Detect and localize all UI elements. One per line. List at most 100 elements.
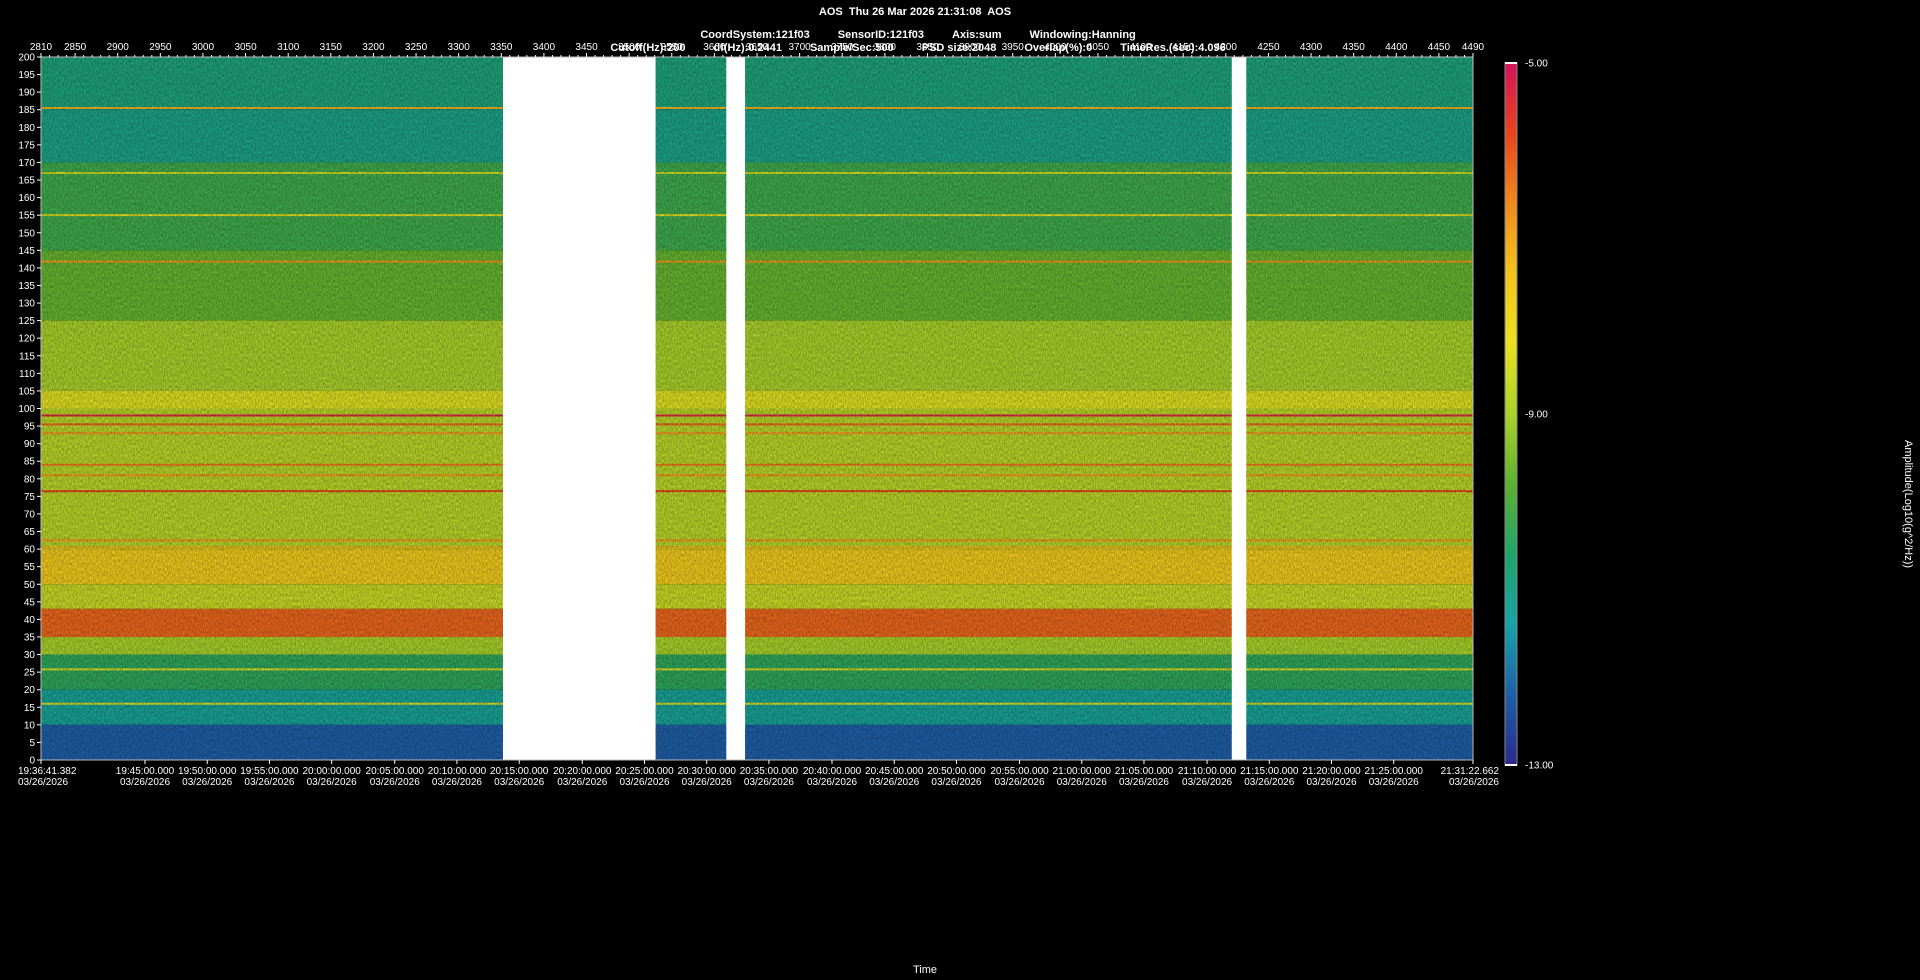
top-tick-label: 3450 <box>575 42 598 53</box>
bottom-tick-date: 03/26/2026 <box>18 777 68 788</box>
bottom-tick-time: 20:35:00.000 <box>740 766 799 777</box>
bottom-tick-time: 21:00:00.000 <box>1053 766 1112 777</box>
y-tick-label: 70 <box>24 509 36 520</box>
bottom-tick-time: 21:31:22.662 <box>1441 766 1500 777</box>
top-tick-label: 3950 <box>1002 42 1025 53</box>
top-tick-label: 3150 <box>320 42 343 53</box>
y-tick-label: 35 <box>24 632 36 643</box>
top-tick-label: 4050 <box>1087 42 1110 53</box>
y-tick-label: 190 <box>18 88 35 99</box>
y-tick-label: 105 <box>18 386 35 397</box>
sample-rate-label: Sample/Sec:500 <box>809 42 894 54</box>
y-tick-label: 200 <box>18 53 35 64</box>
top-tick-label: 3600 <box>703 42 726 53</box>
bottom-tick-time: 19:36:41.382 <box>18 766 77 777</box>
bottom-tick-time: 21:25:00.000 <box>1365 766 1424 777</box>
y-tick-label: 165 <box>18 176 35 187</box>
bottom-tick-date: 03/26/2026 <box>1369 777 1419 788</box>
bottom-tick-time: 19:55:00.000 <box>240 766 299 777</box>
colorbar-gradient <box>1504 62 1518 766</box>
bottom-tick-date: 03/26/2026 <box>1182 777 1232 788</box>
y-tick-label: 135 <box>18 281 35 292</box>
y-tick-label: 170 <box>18 158 35 169</box>
bottom-tick-date: 03/26/2026 <box>744 777 794 788</box>
bottom-tick-time: 21:10:00.000 <box>1178 766 1237 777</box>
y-tick-label: 195 <box>18 70 35 81</box>
colorbar-tick-label: -13.00 <box>1525 761 1554 772</box>
y-tick-label: 40 <box>24 615 36 626</box>
bottom-tick-time: 21:15:00.000 <box>1240 766 1299 777</box>
bottom-tick-time: 20:05:00.000 <box>366 766 425 777</box>
top-tick-label: 3850 <box>916 42 939 53</box>
bottom-tick-date: 03/26/2026 <box>1306 777 1356 788</box>
top-axis: 2810 2850 2900 2950 3000 3050 3100 3150 3200 3250… <box>30 42 1485 57</box>
bottom-tick-time: 19:50:00.000 <box>178 766 237 777</box>
colorbar: -5.00 -9.00 -13.00 <box>1504 59 1554 772</box>
y-tick-label: 20 <box>24 685 36 696</box>
bottom-tick-date: 03/26/2026 <box>182 777 232 788</box>
bottom-tick-date: 03/26/2026 <box>307 777 357 788</box>
y-tick-label: 45 <box>24 597 36 608</box>
top-tick-label: 3100 <box>277 42 300 53</box>
bottom-tick-date: 03/26/2026 <box>244 777 294 788</box>
y-tick-label: 55 <box>24 562 36 573</box>
bottom-tick-time: 20:40:00.000 <box>803 766 862 777</box>
data-gap <box>1231 57 1247 760</box>
y-tick-label: 145 <box>18 246 35 257</box>
bottom-tick-time: 21:05:00.000 <box>1115 766 1174 777</box>
y-tick-label: 90 <box>24 439 36 450</box>
bottom-tick-time: 20:50:00.000 <box>927 766 986 777</box>
bottom-tick-date: 03/26/2026 <box>432 777 482 788</box>
bottom-tick-time: 20:55:00.000 <box>990 766 1049 777</box>
y-tick-label: 160 <box>18 193 35 204</box>
bottom-tick-time: 20:00:00.000 <box>302 766 361 777</box>
top-tick-label: 3550 <box>661 42 684 53</box>
y-tick-label: 140 <box>18 263 35 274</box>
top-tick-label: 2810 <box>30 42 53 53</box>
top-tick-label: 3800 <box>874 42 897 53</box>
top-tick-label: 3400 <box>533 42 556 53</box>
bottom-tick-time: 20:30:00.000 <box>678 766 737 777</box>
y-tick-label: 5 <box>29 738 35 749</box>
y-tick-label: 185 <box>18 105 35 116</box>
top-tick-label: 3200 <box>362 42 385 53</box>
y-tick-label: 60 <box>24 545 36 556</box>
coord-system-label: CoordSystem:121f03 <box>700 29 810 41</box>
df-label: df(Hz):0.2441 <box>713 42 782 54</box>
header-params-line-1: CoordSystem:121f03 SensorID:121f03 Axis:su… <box>0 17 1830 41</box>
top-tick-label: 4200 <box>1215 42 1238 53</box>
y-tick-label: 10 <box>24 720 36 731</box>
y-tick-label: 115 <box>19 351 35 362</box>
psd-size-label: PSD size:2048 <box>921 42 997 54</box>
windowing-label: Windowing:Hanning <box>1029 29 1136 41</box>
top-tick-label: 4400 <box>1385 42 1408 53</box>
y-tick-label: 110 <box>19 369 35 380</box>
top-tick-label: 4300 <box>1300 42 1323 53</box>
top-tick-label: 3050 <box>234 42 257 53</box>
top-tick-label: 4000 <box>1044 42 1067 53</box>
y-tick-label: 130 <box>18 299 35 310</box>
bottom-tick-time: 20:10:00.000 <box>428 766 487 777</box>
y-tick-label: 15 <box>24 703 36 714</box>
top-tick-label: 3250 <box>405 42 428 53</box>
y-tick-label: 175 <box>18 140 35 151</box>
cutoff-label: Cutoff(Hz):200 <box>610 42 686 54</box>
y-tick-label: 100 <box>18 404 35 415</box>
y-tick-label: 125 <box>18 316 35 327</box>
top-tick-label: 4150 <box>1172 42 1195 53</box>
bottom-tick-date: 03/26/2026 <box>1119 777 1169 788</box>
y-tick-label: 25 <box>24 668 36 679</box>
bottom-tick-time: 20:25:00.000 <box>615 766 674 777</box>
colorbar-tick-label: -5.00 <box>1525 59 1548 70</box>
bottom-axis: 19:36:41.38203/26/202619:45:00.00003/26/… <box>18 760 1499 788</box>
time-res-label: TimeRes.(sec):4.096 <box>1120 42 1226 54</box>
top-tick-label: 4450 <box>1428 42 1451 53</box>
bottom-tick-date: 03/26/2026 <box>557 777 607 788</box>
top-tick-label: 3700 <box>788 42 811 53</box>
top-tick-label: 4250 <box>1257 42 1280 53</box>
colorbar-tick-label: -9.00 <box>1525 410 1548 421</box>
y-tick-label: 85 <box>24 457 36 468</box>
bottom-tick-date: 03/26/2026 <box>995 777 1045 788</box>
y-tick-label: 0 <box>29 756 35 767</box>
